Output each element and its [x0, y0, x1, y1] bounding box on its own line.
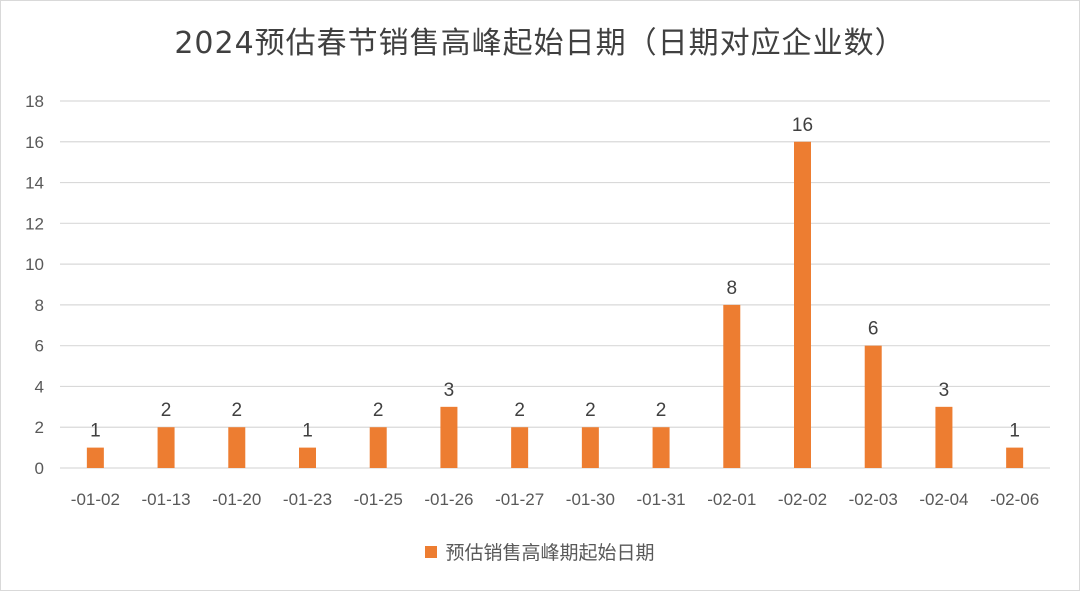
data-label: 8	[726, 278, 737, 299]
y-tick-label: 18	[25, 92, 44, 111]
y-tick-label: 2	[35, 418, 44, 437]
legend-label: 预估销售高峰期起始日期	[445, 542, 655, 564]
x-tick-label: -01-31	[637, 490, 686, 509]
bars	[86, 141, 1024, 468]
bar	[794, 141, 811, 468]
x-tick-label: -01-27	[495, 490, 544, 509]
bar	[864, 345, 882, 468]
bar	[157, 427, 175, 468]
x-tick-label: -02-01	[707, 490, 756, 509]
data-label: 2	[161, 400, 172, 421]
x-tick-label: -02-04	[919, 490, 968, 509]
x-tick-label: -02-06	[990, 490, 1039, 509]
data-label: 2	[373, 400, 384, 421]
legend-swatch	[425, 545, 438, 558]
x-axis-ticks: -01-02 -01-13 -01-20 -01-23 -01-25 -01-26 -01-…	[71, 490, 1039, 509]
y-tick-label: 12	[25, 214, 44, 233]
x-tick-label: -01-26	[424, 490, 473, 509]
bar	[652, 427, 670, 468]
y-tick-label: 16	[25, 133, 44, 152]
bar	[581, 427, 599, 468]
data-label: 1	[302, 421, 313, 442]
data-label: 6	[868, 319, 879, 340]
x-tick-label: -01-30	[566, 490, 615, 509]
x-tick-label: -01-02	[71, 490, 120, 509]
bar	[440, 406, 458, 468]
x-tick-label: -01-23	[283, 490, 332, 509]
data-label: 1	[90, 421, 101, 442]
bar	[369, 427, 387, 468]
y-tick-label: 8	[35, 296, 44, 315]
data-label: 2	[656, 400, 667, 421]
gridlines	[60, 100, 1050, 469]
x-tick-label: -01-20	[212, 490, 261, 509]
legend: 预估销售高峰期起始日期	[0, 538, 1080, 565]
y-tick-label: 14	[25, 174, 44, 193]
data-label: 2	[514, 400, 525, 421]
bar	[1006, 447, 1024, 468]
data-label: 1	[1009, 421, 1020, 442]
y-tick-label: 0	[35, 459, 44, 478]
x-tick-label: -01-13	[142, 490, 191, 509]
bar	[723, 304, 741, 468]
x-tick-label: -01-25	[354, 490, 403, 509]
data-label: 2	[585, 400, 596, 421]
data-label: 2	[231, 400, 242, 421]
y-axis-ticks: 0 2 4 6 8 10 12 14 16 18	[25, 92, 44, 478]
data-label: 3	[939, 380, 950, 401]
data-labels: 1 2 2 1 2 3 2 2 2 8 16 6 3 1	[90, 115, 1020, 442]
x-tick-label: -02-03	[849, 490, 898, 509]
y-tick-label: 4	[35, 377, 44, 396]
bar	[299, 447, 316, 468]
chart-title: 2024预估春节销售高峰起始日期（日期对应企业数）	[174, 26, 906, 61]
x-tick-label: -02-02	[778, 490, 827, 509]
y-tick-label: 10	[25, 255, 44, 274]
bar	[228, 427, 246, 468]
bar	[86, 447, 104, 468]
bar	[511, 427, 529, 468]
data-label: 3	[444, 380, 455, 401]
data-label: 16	[792, 115, 813, 136]
y-tick-label: 6	[35, 337, 44, 356]
bar	[935, 406, 953, 468]
